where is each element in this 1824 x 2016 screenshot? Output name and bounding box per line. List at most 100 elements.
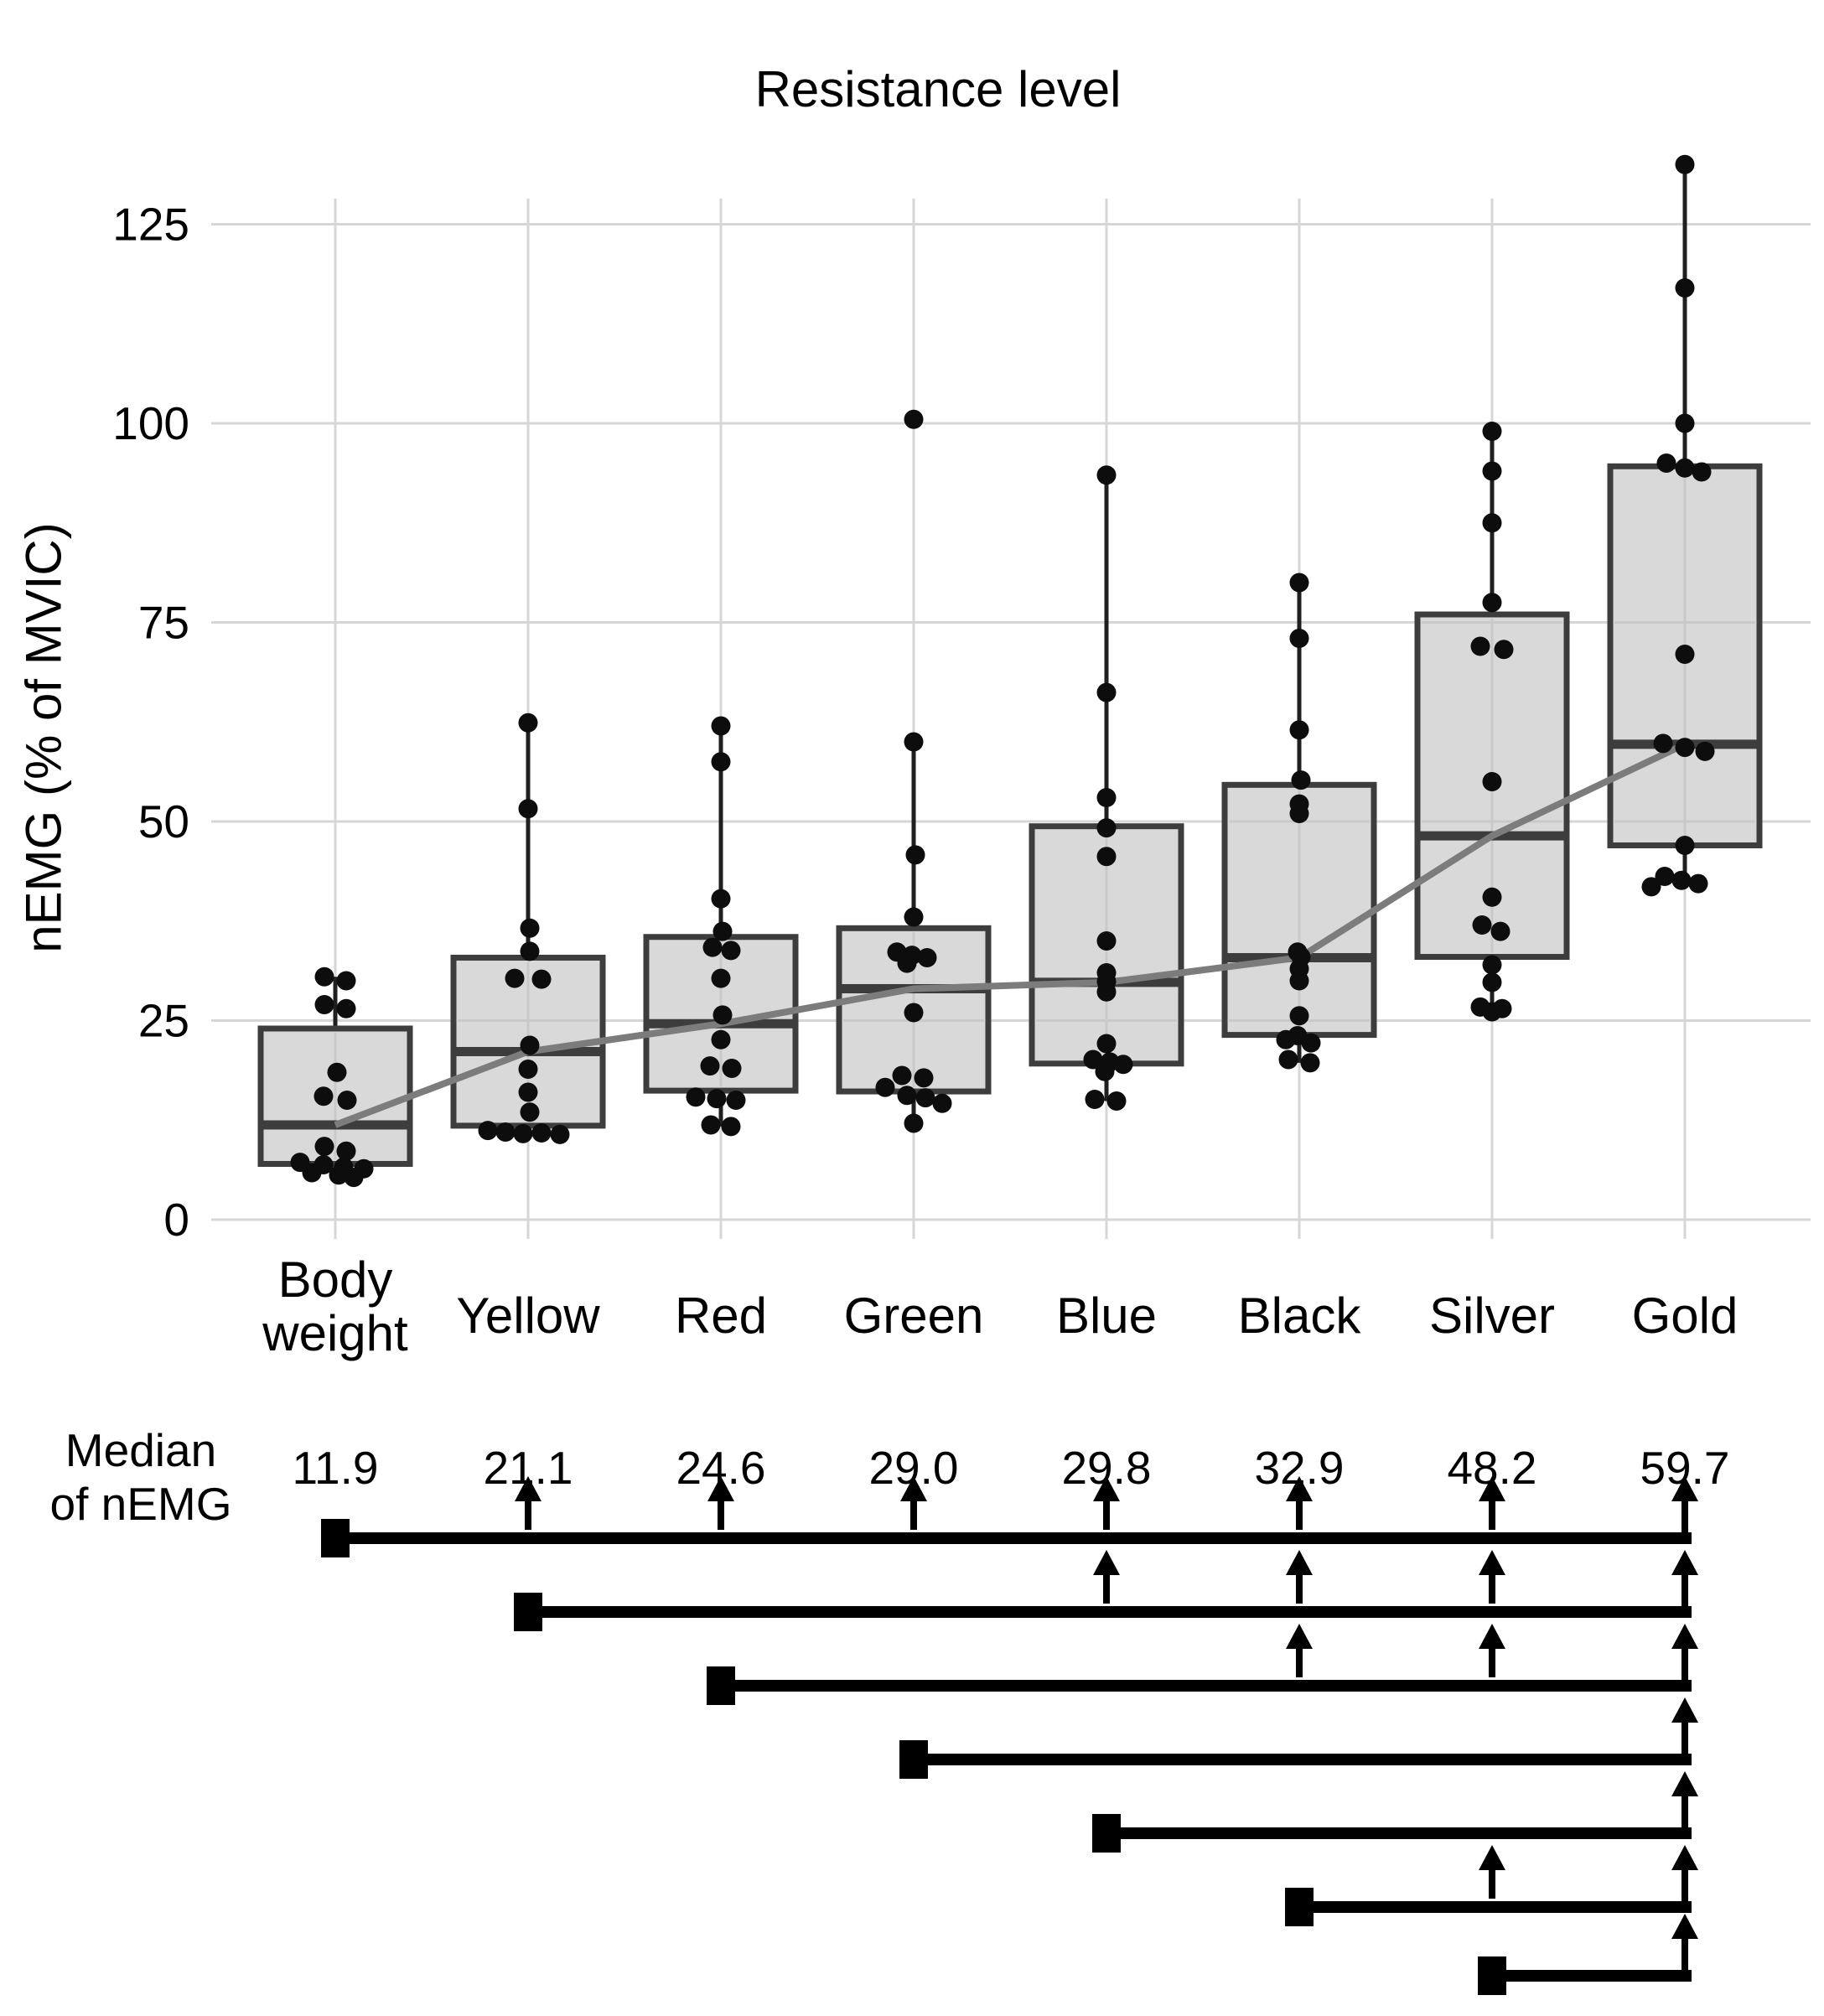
data-point — [904, 1113, 924, 1133]
x-tick-label: Yellow — [456, 1288, 600, 1344]
data-point — [726, 1091, 746, 1110]
up-arrow-icon — [1286, 1550, 1313, 1575]
data-point — [1482, 1002, 1502, 1022]
comparison-line — [721, 1680, 1692, 1692]
data-point — [721, 1117, 741, 1137]
comparison-line — [528, 1606, 1692, 1618]
data-point — [1494, 640, 1514, 660]
data-point — [505, 968, 525, 988]
data-point — [520, 1102, 540, 1122]
comparison-start-square — [899, 1740, 928, 1779]
comparison-row — [1478, 1914, 1698, 1995]
up-arrow-icon — [1296, 1500, 1303, 1530]
data-point — [314, 1137, 334, 1157]
up-arrow-icon — [1093, 1550, 1120, 1575]
up-arrow-icon — [1671, 1771, 1698, 1796]
comparison-start-square — [1092, 1814, 1121, 1853]
comparison-start-square — [1285, 1888, 1314, 1926]
comparison-line — [335, 1532, 1692, 1544]
up-arrow-icon — [1296, 1573, 1303, 1604]
up-arrow-icon — [1489, 1647, 1495, 1677]
up-arrow-icon — [1671, 1476, 1698, 1501]
data-point — [1482, 593, 1502, 613]
data-point — [520, 918, 540, 938]
data-point — [1096, 1034, 1117, 1054]
comparison-row — [514, 1550, 1698, 1631]
x-tick-label: Body — [278, 1252, 393, 1308]
up-arrow-icon — [1489, 1573, 1495, 1604]
data-point — [1289, 1006, 1309, 1026]
up-arrow-icon — [1479, 1476, 1505, 1501]
data-point — [1095, 1061, 1115, 1081]
data-point — [875, 1077, 895, 1097]
data-point — [302, 1163, 322, 1183]
up-arrow-icon — [1671, 1914, 1698, 1939]
up-arrow-icon — [1671, 1550, 1698, 1575]
up-arrow-icon — [1489, 1868, 1495, 1899]
data-point — [344, 1168, 364, 1188]
data-point — [1656, 453, 1676, 473]
data-point — [1300, 1053, 1320, 1073]
data-point — [1289, 804, 1309, 823]
median-row-label-line2: of nEMG — [49, 1478, 232, 1530]
data-point — [904, 907, 924, 927]
data-point — [1671, 870, 1692, 890]
data-point — [915, 1088, 935, 1108]
data-point — [897, 953, 917, 973]
x-tick-label: Blue — [1056, 1288, 1157, 1344]
data-point — [1096, 682, 1117, 702]
x-tick-label: weight — [262, 1305, 408, 1361]
x-tick-label: Silver — [1429, 1288, 1555, 1344]
comparison-start-square — [321, 1519, 350, 1557]
data-point — [1675, 154, 1695, 174]
up-arrow-icon — [1286, 1476, 1313, 1501]
comparison-line — [1106, 1827, 1692, 1839]
up-arrow-icon — [1671, 1697, 1698, 1723]
data-point — [518, 713, 538, 733]
data-point — [1641, 877, 1661, 897]
data-point — [904, 732, 924, 752]
data-point — [1490, 921, 1510, 941]
y-tick-label: 125 — [112, 199, 189, 251]
up-arrow-icon — [1682, 1500, 1688, 1544]
data-point — [897, 1086, 917, 1106]
data-point — [518, 1059, 538, 1079]
data-point — [550, 1124, 570, 1144]
y-tick-label: 0 — [163, 1194, 189, 1246]
up-arrow-icon — [900, 1476, 927, 1501]
data-point — [337, 1091, 357, 1110]
data-point — [712, 921, 733, 941]
x-tick-label: Green — [844, 1288, 984, 1344]
data-point — [712, 1005, 733, 1025]
y-tick-label: 75 — [138, 597, 189, 649]
median-row-label-line1: Median — [65, 1424, 217, 1476]
up-arrow-icon — [1682, 1795, 1688, 1839]
data-point — [531, 1122, 552, 1143]
data-point — [711, 716, 731, 736]
data-point — [1675, 645, 1695, 664]
up-arrow-icon — [1671, 1624, 1698, 1649]
data-point — [1482, 422, 1502, 441]
data-point — [1692, 462, 1712, 482]
median-trend-line — [334, 741, 1687, 1128]
comparison-row — [899, 1697, 1698, 1779]
up-arrow-icon — [1479, 1845, 1505, 1870]
data-point — [518, 799, 538, 819]
data-point — [314, 1086, 334, 1106]
data-point — [1085, 1090, 1105, 1110]
data-point — [1675, 278, 1695, 298]
data-point — [1289, 573, 1309, 593]
up-arrow-icon — [515, 1476, 542, 1501]
data-point — [1675, 413, 1695, 433]
data-point — [1291, 770, 1311, 790]
comparison-row — [707, 1624, 1698, 1705]
data-point — [686, 1087, 706, 1107]
y-axis-label: nEMG (% of MVIC) — [15, 522, 72, 953]
up-arrow-icon — [1682, 1868, 1688, 1913]
data-point — [917, 947, 937, 967]
up-arrow-icon — [1682, 1647, 1688, 1692]
comparison-start-square — [707, 1666, 735, 1705]
data-point — [518, 1082, 538, 1102]
data-point — [1289, 720, 1309, 740]
data-point — [329, 1165, 349, 1185]
